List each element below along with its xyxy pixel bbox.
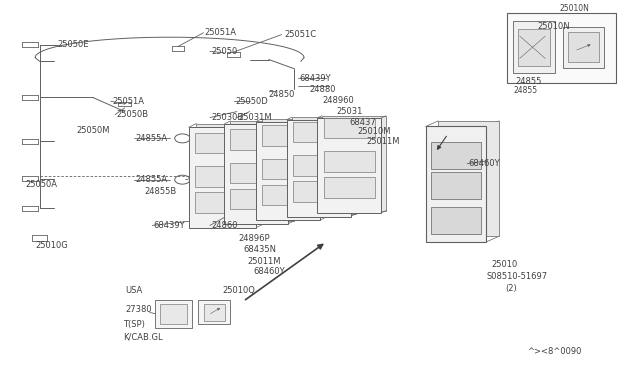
Text: 25010Q: 25010Q bbox=[223, 286, 255, 295]
Bar bbox=[262, 125, 314, 146]
Bar bbox=[195, 133, 250, 153]
Bar bbox=[507, 13, 616, 83]
Bar bbox=[160, 304, 187, 324]
Bar bbox=[230, 129, 282, 150]
Bar bbox=[322, 116, 386, 211]
Text: 25010N: 25010N bbox=[538, 22, 570, 31]
Text: 24850: 24850 bbox=[269, 90, 295, 99]
Text: 24855A: 24855A bbox=[136, 134, 168, 143]
Text: 25010G: 25010G bbox=[35, 241, 68, 250]
Bar bbox=[568, 32, 599, 62]
Bar bbox=[438, 121, 499, 236]
Text: 68460Y: 68460Y bbox=[253, 267, 285, 276]
Bar bbox=[293, 181, 344, 202]
Text: 25050A: 25050A bbox=[26, 180, 58, 189]
Text: 25051A: 25051A bbox=[112, 97, 144, 106]
Text: T(SP): T(SP) bbox=[123, 320, 145, 329]
Text: (2): (2) bbox=[506, 284, 517, 293]
Text: 25031: 25031 bbox=[337, 107, 363, 116]
Bar bbox=[292, 117, 356, 214]
Bar bbox=[293, 122, 344, 142]
Text: 24855B: 24855B bbox=[145, 187, 177, 196]
Text: 68435N: 68435N bbox=[243, 246, 276, 254]
Text: 68460Y: 68460Y bbox=[468, 159, 500, 168]
Circle shape bbox=[190, 177, 198, 182]
Text: 25010N: 25010N bbox=[559, 4, 589, 13]
Bar bbox=[256, 122, 320, 220]
Bar bbox=[324, 151, 375, 172]
Bar bbox=[324, 118, 375, 138]
Text: 68437: 68437 bbox=[349, 118, 376, 126]
Bar bbox=[293, 155, 344, 176]
Bar bbox=[431, 172, 481, 199]
Bar bbox=[204, 304, 225, 321]
Text: 248960: 248960 bbox=[323, 96, 355, 105]
Text: 24880: 24880 bbox=[309, 85, 335, 94]
Bar bbox=[224, 124, 288, 224]
Text: USA: USA bbox=[125, 286, 143, 295]
Text: S08510-51697: S08510-51697 bbox=[486, 272, 548, 281]
Text: 24896P: 24896P bbox=[239, 234, 270, 243]
Text: 68439Y: 68439Y bbox=[154, 221, 185, 230]
Text: 25010: 25010 bbox=[492, 260, 518, 269]
Text: 24855: 24855 bbox=[513, 86, 538, 95]
Text: 25050D: 25050D bbox=[236, 97, 268, 106]
Bar bbox=[287, 120, 351, 217]
Bar bbox=[431, 142, 481, 169]
Bar bbox=[431, 207, 481, 234]
Bar bbox=[195, 192, 250, 213]
Text: 25011M: 25011M bbox=[247, 257, 280, 266]
Bar bbox=[262, 159, 314, 179]
Bar bbox=[426, 126, 486, 242]
Text: 25050M: 25050M bbox=[77, 126, 110, 135]
Bar bbox=[198, 300, 230, 324]
Text: 24855: 24855 bbox=[516, 77, 542, 86]
Text: 68439Y: 68439Y bbox=[300, 74, 331, 83]
Text: 25031M: 25031M bbox=[238, 113, 272, 122]
Bar bbox=[262, 185, 314, 205]
Bar bbox=[195, 166, 250, 187]
Bar bbox=[563, 27, 604, 68]
Bar bbox=[230, 189, 282, 209]
Text: 25030B: 25030B bbox=[211, 113, 243, 122]
Text: 24860: 24860 bbox=[211, 221, 237, 230]
Bar bbox=[155, 300, 192, 328]
Text: 25011M: 25011M bbox=[366, 137, 399, 146]
Text: 25050B: 25050B bbox=[116, 110, 148, 119]
Text: ^><8^0090: ^><8^0090 bbox=[527, 347, 582, 356]
Text: 24855A: 24855A bbox=[136, 175, 168, 184]
Bar bbox=[230, 121, 294, 221]
Text: 25051A: 25051A bbox=[205, 28, 237, 37]
Text: 27380: 27380 bbox=[125, 305, 152, 314]
Bar bbox=[513, 21, 555, 73]
Bar bbox=[189, 127, 256, 228]
Bar bbox=[317, 118, 381, 213]
Bar bbox=[230, 163, 282, 183]
Text: K/CAB.GL: K/CAB.GL bbox=[123, 332, 163, 341]
Bar bbox=[262, 119, 326, 217]
Circle shape bbox=[190, 136, 198, 141]
Text: 25050: 25050 bbox=[211, 47, 237, 56]
Text: 25010M: 25010M bbox=[357, 127, 390, 136]
Bar bbox=[196, 124, 264, 224]
Bar bbox=[324, 177, 375, 198]
Text: 25050E: 25050E bbox=[58, 40, 89, 49]
Text: 25051C: 25051C bbox=[285, 30, 317, 39]
Bar bbox=[518, 29, 550, 66]
